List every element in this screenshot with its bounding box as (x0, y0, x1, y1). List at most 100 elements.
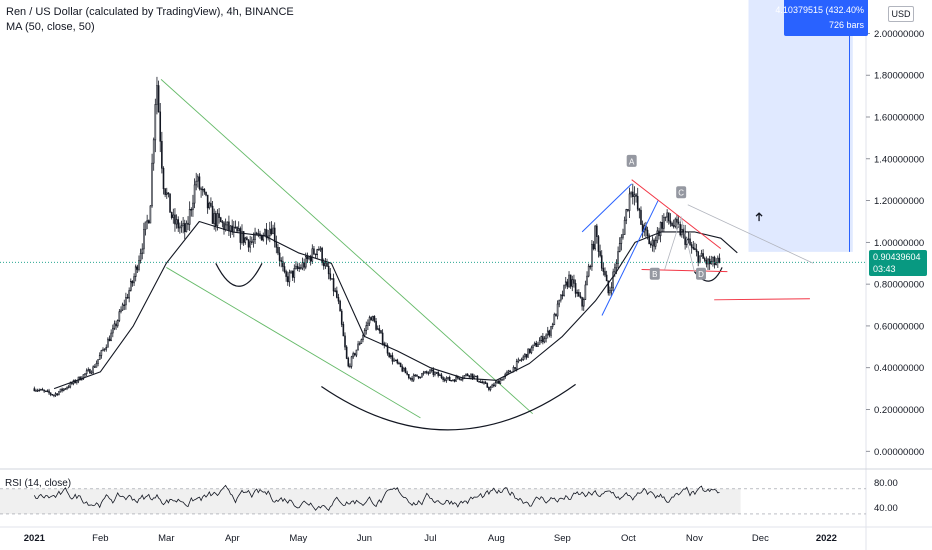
candle-body (607, 280, 610, 294)
candle-body (129, 280, 132, 291)
drawings-back (160, 79, 723, 431)
candle-body (280, 260, 283, 262)
candle-body (692, 246, 695, 249)
candle-body (125, 297, 127, 306)
candle-body (558, 299, 561, 305)
candle-body (439, 374, 441, 376)
candle-body (89, 369, 91, 374)
candle-body (350, 356, 353, 367)
candle-body (437, 372, 440, 376)
pattern-label-d-badge (695, 267, 706, 280)
candle-body (620, 236, 623, 244)
candle-body (632, 191, 634, 197)
candle-body (424, 371, 426, 374)
candle-body (535, 342, 538, 347)
candle-body (630, 191, 632, 195)
candle-body (602, 267, 605, 272)
small-arc (215, 263, 263, 287)
y-tick-label: 1.00000000 (874, 238, 924, 249)
candle-body (69, 382, 72, 388)
candle-body (519, 359, 521, 361)
candle-body (264, 229, 266, 236)
candle-body (115, 323, 117, 327)
y-tick-label: 0.40000000 (874, 363, 924, 374)
candle-body (340, 310, 343, 325)
candle-body (324, 262, 327, 267)
candle-body (357, 343, 359, 351)
candle-body (131, 280, 134, 284)
candle-body (193, 184, 196, 204)
candle-body (566, 281, 569, 287)
rsi-label[interactable]: RSI (14, close) (5, 478, 72, 489)
candle-body (167, 192, 170, 195)
candle-body (443, 379, 446, 381)
candle-body (288, 272, 291, 283)
candle-body (67, 386, 70, 388)
candle-body (378, 328, 381, 331)
candles (33, 76, 721, 398)
candle-body (718, 257, 721, 263)
candle-body (246, 237, 248, 241)
candle-body (386, 345, 389, 354)
candle-body (429, 369, 431, 374)
candle-body (277, 247, 279, 254)
candle-body (164, 188, 166, 195)
candle-body (553, 314, 556, 325)
candle-body (329, 273, 332, 280)
candle-body (298, 267, 301, 269)
candle-body (587, 265, 590, 277)
candle-body (542, 336, 544, 343)
candle-body (649, 243, 652, 246)
candle-body (252, 239, 255, 243)
candle-body (304, 256, 307, 268)
candle-body (255, 232, 258, 235)
candle-body (592, 243, 595, 250)
candle-body (499, 379, 502, 384)
candle-body (579, 295, 582, 298)
candle-body (265, 229, 268, 239)
x-tick-label: Jun (357, 533, 372, 544)
candle-body (285, 271, 287, 277)
candle-body (120, 309, 122, 312)
candle-body (556, 303, 559, 317)
currency-button[interactable]: USD (888, 6, 914, 22)
rsi-pane (0, 484, 866, 515)
candle-body (244, 237, 247, 243)
x-tick-label: Feb (92, 533, 108, 544)
candle-body (100, 350, 103, 356)
candle-body (532, 344, 534, 349)
candle-body (331, 278, 333, 280)
candle-body (144, 221, 147, 230)
candle-body (365, 325, 368, 331)
candle-body (54, 393, 57, 396)
candle-body (533, 342, 536, 346)
y-tick-label: 1.20000000 (874, 196, 924, 207)
indicator-label[interactable]: MA (50, close, 50) (6, 21, 95, 33)
projection-rect (748, 0, 853, 252)
candle-body (192, 202, 194, 211)
candle-body (612, 271, 614, 289)
y-tick-label: 0.80000000 (874, 280, 924, 291)
candle-body (370, 317, 372, 321)
candle-body (483, 382, 485, 384)
pattern-label-b: B (652, 270, 657, 279)
candle-body (422, 372, 425, 375)
candle-body (694, 248, 696, 250)
candle-body (334, 290, 336, 292)
candle-body (170, 212, 173, 218)
candle-body (399, 362, 402, 368)
candle-body (494, 382, 497, 387)
candle-body (308, 256, 310, 260)
candle-body (507, 370, 510, 373)
candle-body (231, 225, 233, 233)
candle-body (445, 378, 448, 381)
x-tick-label: Oct (621, 533, 636, 544)
candle-body (406, 372, 408, 375)
candle-body (656, 230, 659, 242)
green-trendline-lower (166, 267, 421, 419)
range-measure-box: 4.10379515 (432.40% 726 bars (775, 0, 868, 36)
candle-body (687, 238, 690, 240)
candle-body (336, 290, 338, 298)
abcd-pattern (664, 215, 695, 272)
